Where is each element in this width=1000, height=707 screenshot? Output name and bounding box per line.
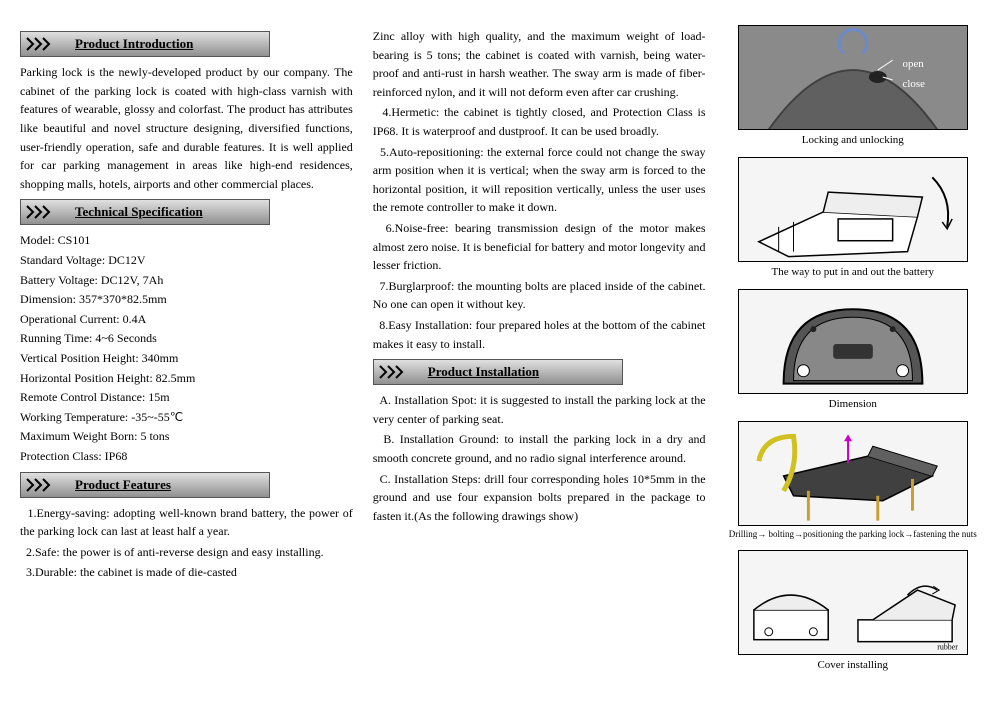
header-title: Product Features [75, 475, 171, 495]
spec-max-weight: Maximum Weight Born: 5 tons [20, 427, 353, 446]
caption-locking: Locking and unlocking [726, 132, 980, 149]
header-title: Product Installation [428, 362, 539, 382]
caption-dimension: Dimension [726, 396, 980, 413]
spec-dimension: Dimension: 357*370*82.5mm [20, 290, 353, 309]
install-a: A. Installation Spot: it is suggested to… [373, 391, 706, 428]
feature-5: 5.Auto-repositioning: the external force… [373, 143, 706, 217]
spec-op-current: Operational Current: 0.4A [20, 310, 353, 329]
chevron-icon [25, 36, 69, 52]
spec-remote: Remote Control Distance: 15m [20, 388, 353, 407]
feature-2: 2.Safe: the power is of anti-reverse des… [20, 543, 353, 562]
intro-text: Parking lock is the newly-developed prod… [20, 63, 353, 193]
install-c: C. Installation Steps: drill four corres… [373, 470, 706, 526]
header-install: Product Installation [373, 359, 623, 385]
spec-batt-voltage: Battery Voltage: DC12V, 7Ah [20, 271, 353, 290]
feature-3b: Zinc alloy with high quality, and the ma… [373, 27, 706, 101]
chevron-icon [25, 204, 69, 220]
figure-dimension [738, 289, 968, 394]
caption-cover: Cover installing [726, 657, 980, 674]
caption-battery: The way to put in and out the battery [726, 264, 980, 281]
header-features: Product Features [20, 472, 270, 498]
label-close: close [902, 78, 925, 90]
header-title: Product Introduction [75, 34, 193, 54]
figure-locking: open close [738, 25, 968, 130]
feature-3a: 3.Durable: the cabinet is made of die-ca… [20, 563, 353, 582]
spec-h-height: Horizontal Position Height: 82.5mm [20, 369, 353, 388]
spec-std-voltage: Standard Voltage: DC12V [20, 251, 353, 270]
chevron-icon [25, 477, 69, 493]
spec-protection: Protection Class: IP68 [20, 447, 353, 466]
header-title: Technical Specification [75, 202, 203, 222]
label-open: open [902, 58, 924, 70]
specs-list: Model: CS101 Standard Voltage: DC12V Bat… [20, 231, 353, 465]
feature-6: 6.Noise-free: bearing transmission desig… [373, 219, 706, 275]
feature-4: 4.Hermetic: the cabinet is tightly close… [373, 103, 706, 140]
feature-1: 1.Energy-saving: adopting well-known bra… [20, 504, 353, 541]
install-b: B. Installation Ground: to install the p… [373, 430, 706, 467]
spec-temp: Working Temperature: -35~-55℃ [20, 408, 353, 427]
header-intro: Product Introduction [20, 31, 270, 57]
chevron-icon [378, 364, 422, 380]
figure-battery [738, 157, 968, 262]
caption-drilling: Drilling→ bolting→positioning the parkin… [726, 528, 980, 542]
feature-8: 8.Easy Installation: four prepared holes… [373, 316, 706, 353]
header-spec: Technical Specification [20, 199, 270, 225]
figure-drilling [738, 421, 968, 526]
feature-7: 7.Burglarproof: the mounting bolts are p… [373, 277, 706, 314]
figure-cover: rubber [738, 550, 968, 655]
spec-run-time: Running Time: 4~6 Seconds [20, 329, 353, 348]
label-rubber: rubber [937, 643, 958, 652]
spec-model: Model: CS101 [20, 231, 353, 250]
spec-v-height: Vertical Position Height: 340mm [20, 349, 353, 368]
